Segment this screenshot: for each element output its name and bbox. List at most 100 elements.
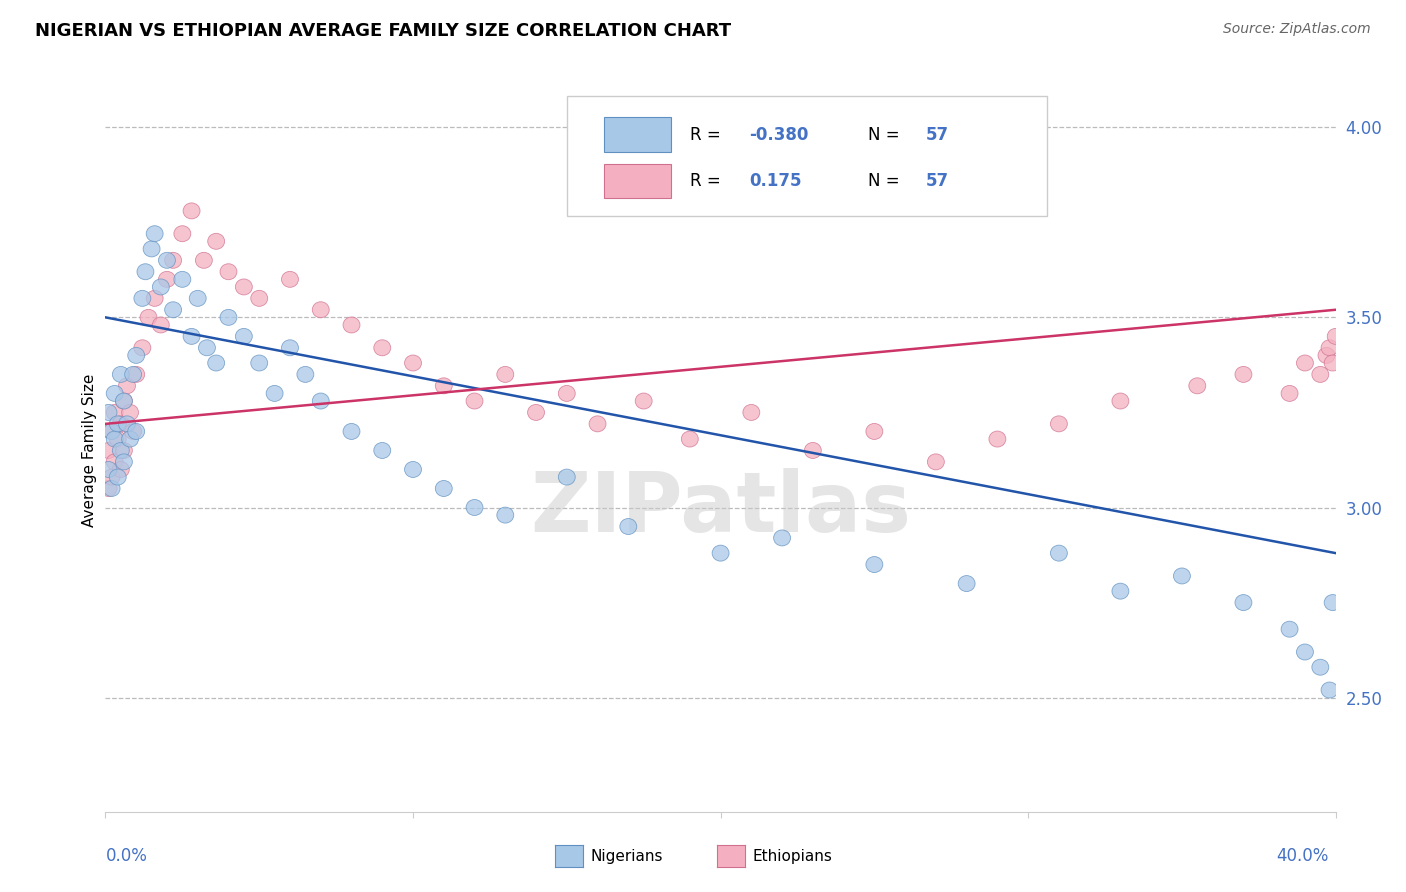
Text: Ethiopians: Ethiopians [752, 849, 832, 863]
Ellipse shape [128, 424, 145, 440]
Ellipse shape [115, 454, 132, 470]
Ellipse shape [121, 431, 139, 447]
Ellipse shape [1189, 378, 1206, 393]
Ellipse shape [112, 367, 129, 383]
Ellipse shape [183, 202, 200, 219]
Ellipse shape [174, 271, 191, 287]
Text: R =: R = [690, 172, 725, 190]
Ellipse shape [115, 393, 132, 409]
Ellipse shape [115, 442, 132, 458]
Ellipse shape [112, 416, 129, 432]
Text: ZIPatlas: ZIPatlas [530, 467, 911, 549]
Ellipse shape [128, 347, 145, 363]
Ellipse shape [235, 279, 252, 295]
Ellipse shape [465, 500, 484, 516]
Ellipse shape [405, 355, 422, 371]
Ellipse shape [436, 378, 453, 393]
Ellipse shape [405, 461, 422, 477]
Ellipse shape [112, 461, 129, 477]
Ellipse shape [1324, 355, 1341, 371]
Ellipse shape [1174, 568, 1191, 584]
Text: 57: 57 [927, 172, 949, 190]
Ellipse shape [928, 454, 945, 470]
Ellipse shape [1112, 393, 1129, 409]
Ellipse shape [219, 264, 238, 280]
Ellipse shape [100, 442, 117, 458]
Ellipse shape [1050, 416, 1067, 432]
Ellipse shape [527, 404, 544, 420]
Ellipse shape [100, 404, 117, 420]
FancyBboxPatch shape [567, 96, 1046, 216]
Ellipse shape [100, 461, 117, 477]
Ellipse shape [146, 291, 163, 306]
Ellipse shape [159, 271, 176, 287]
Ellipse shape [1281, 385, 1298, 401]
Ellipse shape [343, 424, 360, 440]
Ellipse shape [1327, 328, 1344, 344]
Ellipse shape [866, 557, 883, 573]
Ellipse shape [1324, 595, 1341, 610]
Ellipse shape [374, 340, 391, 356]
Ellipse shape [266, 385, 283, 401]
Ellipse shape [128, 367, 145, 383]
Ellipse shape [143, 241, 160, 257]
Ellipse shape [190, 291, 207, 306]
Ellipse shape [988, 431, 1005, 447]
Ellipse shape [107, 385, 124, 401]
Ellipse shape [496, 367, 513, 383]
Ellipse shape [141, 310, 157, 326]
Y-axis label: Average Family Size: Average Family Size [82, 374, 97, 527]
Ellipse shape [100, 481, 117, 497]
Ellipse shape [195, 252, 212, 268]
Ellipse shape [1296, 644, 1313, 660]
Text: 0.175: 0.175 [749, 172, 801, 190]
Text: -0.380: -0.380 [749, 126, 808, 144]
Ellipse shape [866, 424, 883, 440]
Ellipse shape [374, 442, 391, 458]
Ellipse shape [343, 317, 360, 333]
Ellipse shape [112, 442, 129, 458]
Ellipse shape [115, 393, 132, 409]
Ellipse shape [312, 301, 329, 318]
Ellipse shape [1322, 340, 1339, 356]
Ellipse shape [281, 271, 298, 287]
Text: N =: N = [869, 126, 905, 144]
Ellipse shape [107, 404, 124, 420]
Ellipse shape [742, 404, 759, 420]
Ellipse shape [152, 317, 169, 333]
Ellipse shape [250, 291, 267, 306]
Ellipse shape [174, 226, 191, 242]
Ellipse shape [1317, 347, 1334, 363]
Ellipse shape [250, 355, 267, 371]
Ellipse shape [198, 340, 215, 356]
Ellipse shape [134, 291, 150, 306]
Ellipse shape [208, 355, 225, 371]
Ellipse shape [1112, 583, 1129, 599]
Ellipse shape [496, 508, 513, 523]
Ellipse shape [235, 328, 252, 344]
Ellipse shape [103, 424, 120, 440]
Ellipse shape [146, 226, 163, 242]
Ellipse shape [620, 518, 637, 534]
Text: NIGERIAN VS ETHIOPIAN AVERAGE FAMILY SIZE CORRELATION CHART: NIGERIAN VS ETHIOPIAN AVERAGE FAMILY SIZ… [35, 22, 731, 40]
Text: R =: R = [690, 126, 725, 144]
Ellipse shape [219, 310, 238, 326]
Ellipse shape [436, 481, 453, 497]
Text: Nigerians: Nigerians [591, 849, 664, 863]
Ellipse shape [134, 340, 150, 356]
Ellipse shape [1312, 659, 1329, 675]
Ellipse shape [558, 469, 575, 485]
Ellipse shape [1281, 621, 1298, 637]
Ellipse shape [1322, 682, 1339, 698]
Text: 57: 57 [927, 126, 949, 144]
Ellipse shape [1050, 545, 1067, 561]
Ellipse shape [558, 385, 575, 401]
Ellipse shape [103, 424, 120, 440]
Ellipse shape [281, 340, 298, 356]
Ellipse shape [465, 393, 484, 409]
Ellipse shape [183, 328, 200, 344]
Ellipse shape [136, 264, 153, 280]
Ellipse shape [312, 393, 329, 409]
Ellipse shape [110, 416, 127, 432]
Ellipse shape [121, 404, 139, 420]
